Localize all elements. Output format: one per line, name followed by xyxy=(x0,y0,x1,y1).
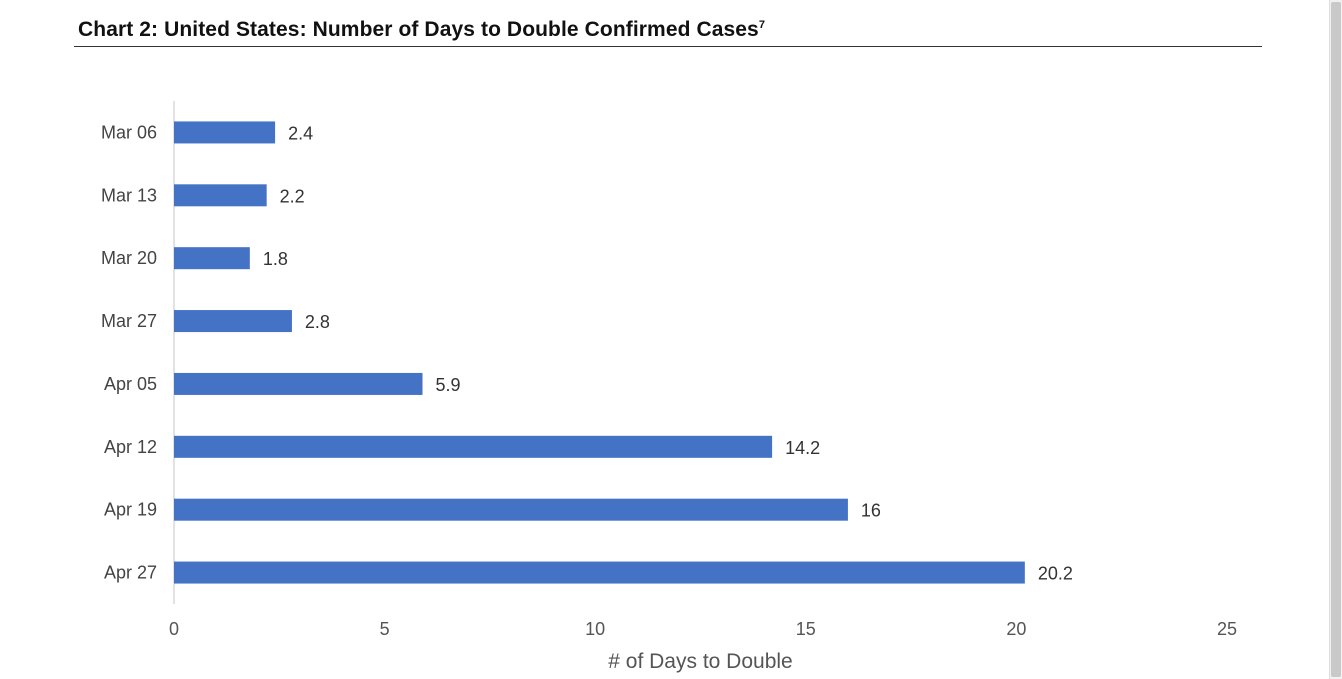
data-label: 2.4 xyxy=(288,123,313,143)
scrollbar-thumb[interactable] xyxy=(1331,2,1341,677)
category-label: Apr 05 xyxy=(104,374,157,394)
category-labels: Mar 06 Mar 13 Mar 20 Mar 27 Apr 05 Apr 12 Apr … xyxy=(101,122,157,582)
data-label: 2.2 xyxy=(280,186,305,206)
data-label: 20.2 xyxy=(1038,564,1073,584)
data-label: 2.8 xyxy=(305,312,330,332)
title-underline xyxy=(74,46,1262,47)
category-label: Apr 19 xyxy=(104,500,157,520)
bar xyxy=(174,184,267,207)
x-tick-label: 25 xyxy=(1217,619,1237,639)
category-label: Mar 06 xyxy=(101,122,157,142)
bar xyxy=(174,372,423,395)
bar xyxy=(174,247,250,270)
bar xyxy=(174,561,1025,584)
x-tick-label: 10 xyxy=(585,619,605,639)
category-label: Apr 12 xyxy=(104,437,157,457)
category-label: Mar 13 xyxy=(101,185,157,205)
bar xyxy=(174,498,848,521)
x-tick-labels: 0 5 10 15 20 25 xyxy=(169,619,1237,639)
data-labels: 2.4 2.2 1.8 2.8 5.9 14.2 16 20.2 xyxy=(263,123,1073,583)
data-label: 5.9 xyxy=(436,375,461,395)
x-tick-label: 0 xyxy=(169,619,179,639)
x-tick-label: 5 xyxy=(380,619,390,639)
bar xyxy=(174,121,276,144)
x-axis-label: # of Days to Double xyxy=(608,650,792,673)
category-label: Mar 20 xyxy=(101,248,157,268)
data-label: 1.8 xyxy=(263,249,288,269)
bar xyxy=(174,310,292,333)
data-label: 14.2 xyxy=(785,438,820,458)
bar xyxy=(174,435,773,458)
chart-title-text: Chart 2: United States: Number of Days t… xyxy=(78,18,759,41)
data-label: 16 xyxy=(861,501,881,521)
chart-title: Chart 2: United States: Number of Days t… xyxy=(78,18,765,42)
bars-group xyxy=(174,121,1025,584)
category-label: Apr 27 xyxy=(104,563,157,583)
x-tick-label: 15 xyxy=(796,619,816,639)
x-tick-label: 20 xyxy=(1006,619,1026,639)
category-label: Mar 27 xyxy=(101,311,157,331)
vertical-scrollbar[interactable] xyxy=(1329,0,1342,679)
footnote-marker: 7 xyxy=(758,19,766,31)
